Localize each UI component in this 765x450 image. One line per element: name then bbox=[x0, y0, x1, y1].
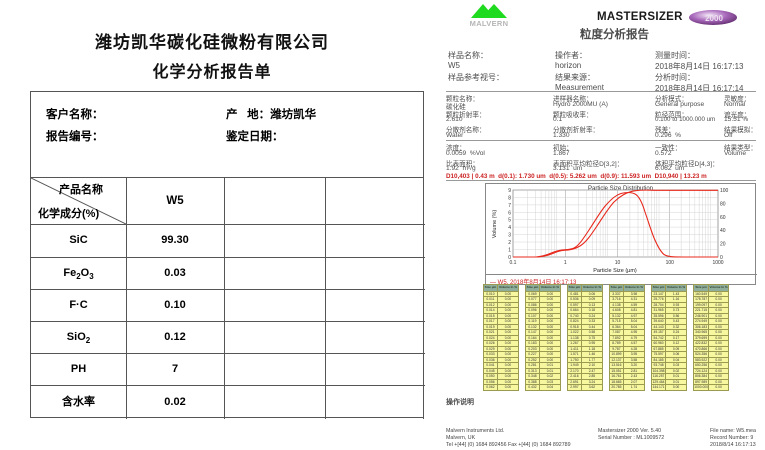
svg-text:1000: 1000 bbox=[712, 260, 723, 266]
svg-text:0.1: 0.1 bbox=[510, 260, 517, 266]
svg-text:6: 6 bbox=[508, 210, 511, 216]
svg-text:3: 3 bbox=[508, 233, 511, 239]
svg-text:2: 2 bbox=[508, 240, 511, 246]
svg-text:8: 8 bbox=[508, 195, 511, 201]
svg-text:100: 100 bbox=[666, 260, 675, 266]
svg-text:4: 4 bbox=[508, 225, 511, 231]
svg-text:MALVERN: MALVERN bbox=[470, 19, 509, 28]
svg-text:1: 1 bbox=[564, 260, 567, 266]
svg-text:60: 60 bbox=[720, 215, 726, 221]
svg-text:Volume (%): Volume (%) bbox=[492, 210, 498, 239]
svg-text:1: 1 bbox=[508, 247, 511, 253]
svg-text:10: 10 bbox=[615, 260, 621, 266]
svg-text:20: 20 bbox=[720, 242, 726, 248]
svg-text:40: 40 bbox=[720, 228, 726, 234]
svg-text:9: 9 bbox=[508, 188, 511, 194]
svg-text:100: 100 bbox=[720, 188, 729, 194]
svg-text:7: 7 bbox=[508, 203, 511, 209]
svg-text:2000: 2000 bbox=[705, 14, 723, 23]
svg-text:80: 80 bbox=[720, 201, 726, 207]
svg-text:5: 5 bbox=[508, 218, 511, 224]
